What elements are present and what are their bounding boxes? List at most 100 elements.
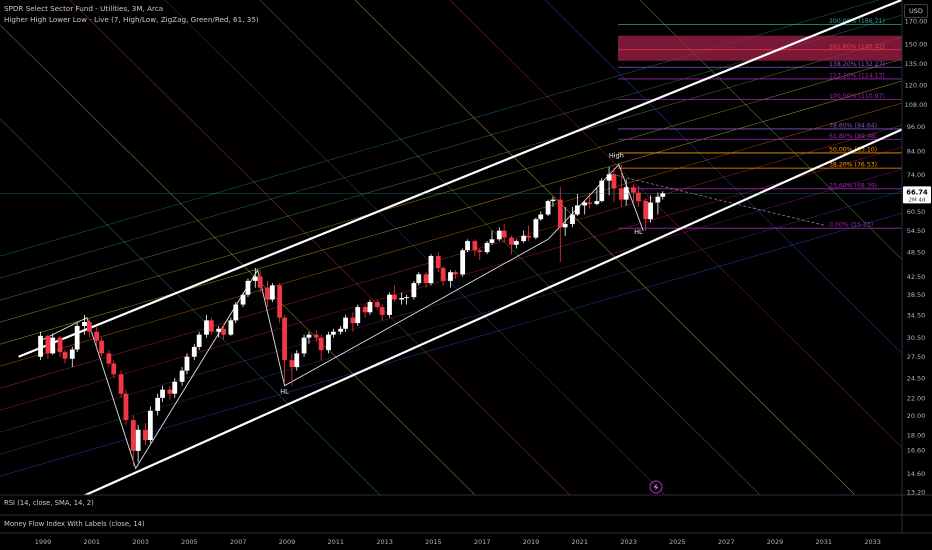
candle-body [594, 201, 600, 204]
candle [245, 278, 251, 298]
candle-body [330, 331, 336, 335]
candle [513, 239, 519, 249]
trend-channel[interactable] [18, 0, 932, 498]
fan-line [259, 0, 761, 495]
time-tick-label: 2005 [181, 538, 198, 546]
candle [86, 318, 92, 338]
candle-body [501, 230, 507, 238]
price-tick-label: 27.50 [907, 353, 926, 361]
candle-body [94, 331, 100, 341]
candle [326, 331, 331, 354]
candle [618, 164, 624, 207]
candle [228, 317, 234, 336]
candle-body [557, 199, 563, 228]
candle-body [660, 193, 666, 197]
candle [74, 323, 80, 353]
candle-body [130, 420, 136, 451]
candle-body [233, 304, 239, 321]
candle [269, 283, 275, 303]
candle [355, 304, 361, 326]
candle [460, 248, 466, 277]
fan-line [639, 0, 902, 260]
candle [484, 241, 490, 255]
price-tick-label: 13.20 [907, 489, 926, 497]
candle [574, 193, 580, 217]
candle [440, 265, 446, 286]
candle [252, 268, 258, 288]
candle-body [172, 381, 178, 394]
candle-body [265, 287, 270, 300]
candle [387, 292, 392, 318]
candle-body [599, 180, 605, 202]
candle-body [240, 294, 246, 305]
time-tick-label: 2031 [816, 538, 833, 546]
fib-level-label: 50.00% (83.10) [829, 146, 877, 153]
mfi-pane-label[interactable]: Money Flow Index With Labels (close, 14) [4, 520, 145, 528]
candle-body [118, 374, 124, 394]
candle-body [306, 334, 312, 338]
candle [635, 185, 641, 207]
candle-body [399, 298, 405, 300]
candle [501, 224, 507, 243]
candle-body [387, 294, 392, 315]
candle [526, 225, 531, 242]
candle [265, 280, 270, 308]
candle [570, 206, 575, 228]
candle [257, 270, 263, 293]
candle-body [252, 276, 258, 281]
price-tick-label: 18.00 [907, 431, 926, 439]
candle-body [338, 328, 344, 332]
candle [62, 349, 68, 364]
candle-body [245, 280, 251, 295]
price-tick-label: 74.00 [907, 171, 926, 179]
time-tick-label: 2027 [718, 538, 735, 546]
fib-level-label: 161.80% (145.42) [829, 43, 885, 50]
rsi-pane-label[interactable]: RSI (14, close, SMA, 14, 2) [4, 499, 94, 507]
candle [313, 329, 319, 342]
price-tick-label: 22.00 [907, 394, 926, 402]
time-tick-label: 2007 [230, 538, 247, 546]
fib-level-label: 100.00% (110.97) [829, 93, 885, 100]
candle-body [465, 241, 470, 251]
price-tick-label: 48.50 [907, 249, 926, 257]
currency-button[interactable]: USD [904, 4, 928, 18]
candle [660, 191, 666, 200]
candle [435, 252, 441, 273]
fib-level-label: 78.60% (94.64) [829, 122, 877, 129]
candle [184, 353, 190, 375]
fib-level-label: 23.60% (68.39) [829, 182, 877, 189]
price-tick-label: 34.50 [907, 311, 926, 319]
swing-labels: High HL HL [280, 152, 643, 396]
price-axis[interactable]: 170.00 150.00 135.00 120.00 108.00 96.00 84.00… [901, 0, 928, 533]
candle-body [208, 320, 214, 332]
candle [216, 325, 222, 338]
candle [606, 166, 612, 196]
candle [82, 314, 87, 335]
candle [208, 317, 214, 335]
time-axis[interactable]: 1999 2001 2003 2005 2007 2009 2011 2013 2015 2017… [35, 538, 881, 546]
fib-level-label: 61.80% (89.48) [829, 133, 877, 140]
candle [130, 415, 136, 466]
time-tick-label: 2009 [279, 538, 296, 546]
candle-body [379, 307, 385, 315]
candle [282, 314, 287, 382]
indicator-legend[interactable]: Higher High Lower Low - Live (7, High/Lo… [4, 15, 259, 24]
candle-body [143, 429, 148, 441]
candle [428, 254, 434, 286]
replay-icon[interactable] [649, 480, 663, 494]
time-tick-label: 2011 [328, 538, 345, 546]
candle-body [411, 283, 417, 298]
candle [538, 211, 544, 221]
fib-retracement-levels: 200.00% (166.71) 161.80% (145.42) 138.20% … [611, 18, 902, 229]
candle [277, 283, 283, 324]
candle-body [204, 320, 209, 335]
price-tick-label: 120.00 [905, 82, 928, 90]
candle-body [533, 219, 539, 238]
candle [521, 230, 527, 243]
swing-label: HL [280, 388, 289, 396]
fan-line [449, 0, 902, 448]
candle-body [574, 205, 580, 215]
candle-body [179, 370, 185, 382]
fib-level-label: 127.20% (124.13) [829, 72, 885, 79]
